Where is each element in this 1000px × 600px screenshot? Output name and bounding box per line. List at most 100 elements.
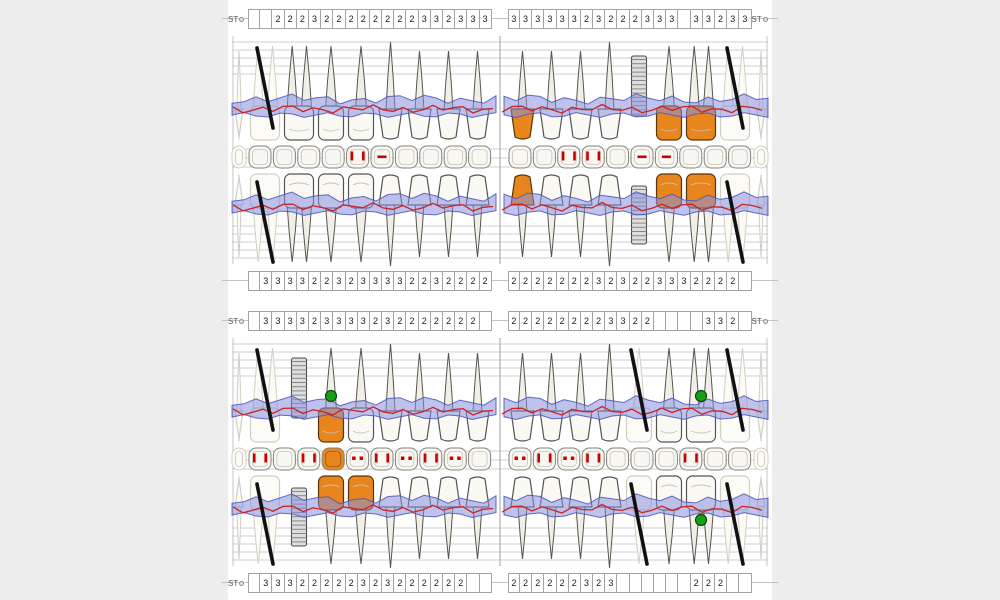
mandibular-teeth-chart[interactable] [228,332,772,572]
tooth-crowned[interactable] [347,475,375,565]
probing-depth-cell[interactable]: 2 [714,573,728,593]
probing-depth-cell[interactable]: 3 [556,9,569,29]
probing-depth-cell[interactable]: 2 [479,271,492,291]
probing-depth-cell[interactable]: 3 [272,573,285,593]
probing-depth-cell[interactable]: 3 [296,311,309,331]
probing-depth-cell[interactable]: 2 [345,573,358,593]
occlusal-surface[interactable] [728,145,752,169]
occlusal-surface[interactable] [606,447,630,471]
probing-depth-cell[interactable]: 3 [593,9,606,29]
probing-depth-cell[interactable]: 2 [507,311,520,331]
probing-depth-cell[interactable] [629,573,642,593]
probing-depth-cell[interactable]: 3 [284,311,297,331]
tooth[interactable] [378,476,403,569]
tooth[interactable] [378,174,403,267]
tooth[interactable] [568,174,593,258]
probing-depth-cell[interactable]: 3 [430,9,443,29]
tooth[interactable] [597,476,622,569]
probing-depth-cell[interactable] [678,573,691,593]
probing-depth-cell[interactable] [479,311,492,331]
probing-depth-cell[interactable]: 2 [369,9,383,29]
probing-depth-cell[interactable] [690,311,703,331]
tooth-crowned[interactable] [685,173,717,263]
probing-depth-cell[interactable]: 2 [467,311,480,331]
tooth-crowned[interactable] [655,173,683,263]
maxillary-teeth-chart[interactable] [228,30,772,270]
tooth[interactable] [283,173,315,263]
tooth[interactable] [378,41,403,140]
tooth-crowned[interactable] [655,45,683,141]
probing-depth-cell[interactable] [739,311,752,331]
probing-depth-cell[interactable]: 3 [260,573,273,593]
probing-depth-cell[interactable]: 2 [629,311,642,331]
occlusal-surface[interactable] [532,447,556,471]
probing-depth-cell[interactable]: 2 [702,573,715,593]
occlusal-surface[interactable] [370,447,394,471]
probing-depth-cell[interactable]: 2 [593,573,606,593]
probing-depth-cell[interactable] [678,9,691,29]
probing-depth-cell[interactable]: 2 [690,271,703,291]
probing-depth-cell[interactable]: 2 [443,573,456,593]
green-indicator-dot[interactable] [694,513,708,527]
probing-depth-cell[interactable] [666,573,679,593]
probing-depth-cell[interactable]: 2 [321,573,334,593]
probing-depth-cell[interactable]: 2 [406,311,419,331]
probing-depth-cell[interactable]: 3 [260,271,273,291]
probing-depth-cell[interactable]: 2 [641,311,654,331]
probing-depth-cell[interactable]: 3 [605,573,618,593]
probing-depth-cell[interactable]: 2 [406,573,419,593]
tooth-crowned[interactable] [685,45,717,141]
probing-depth-cell[interactable]: 2 [430,311,443,331]
tooth[interactable] [568,352,593,442]
probing-depth-cell[interactable]: 3 [605,311,618,331]
probing-depth-cell[interactable]: 2 [443,9,456,29]
probing-depth-cell[interactable]: 2 [345,271,358,291]
occlusal-surface[interactable] [630,145,654,169]
probing-depth-cell[interactable] [248,311,261,331]
probing-depth-cell[interactable]: 3 [532,9,545,29]
probing-depth-cell[interactable]: 3 [382,311,395,331]
occlusal-surface[interactable] [468,447,492,471]
probing-depth-cell[interactable]: 2 [580,311,594,331]
probing-depth-cell[interactable]: 2 [455,271,468,291]
occlusal-surface[interactable] [419,145,443,169]
occlusal-surface[interactable] [297,447,321,471]
occlusal-surface[interactable] [321,145,345,169]
probing-depth-cell[interactable]: 2 [617,9,630,29]
probing-depth-cell[interactable]: 3 [641,9,654,29]
occlusal-surface[interactable] [581,145,605,169]
probing-depth-cell[interactable]: 2 [593,311,606,331]
probing-depth-cell[interactable]: 3 [467,9,480,29]
probing-depth-cell[interactable] [739,573,752,593]
probing-depth-cell[interactable]: 3 [272,311,285,331]
probing-depth-cell[interactable]: 3 [727,9,740,29]
tooth[interactable] [597,343,622,442]
probing-depth-cell[interactable] [248,271,261,291]
tooth[interactable] [465,50,490,140]
occlusal-surface[interactable] [630,447,654,471]
occlusal-surface[interactable] [557,447,581,471]
tooth[interactable] [510,476,535,560]
probing-depth-cell[interactable]: 3 [272,271,285,291]
probing-depth-cell[interactable]: 2 [714,271,728,291]
tooth[interactable] [597,41,622,140]
probing-depth-cell[interactable] [678,311,691,331]
green-indicator-dot[interactable] [694,389,708,403]
tooth[interactable] [407,352,432,442]
tooth[interactable] [655,475,683,565]
probing-depth-cell[interactable]: 3 [690,9,703,29]
probing-depth-cell[interactable]: 2 [605,271,618,291]
occlusal-surface[interactable] [703,145,727,169]
tooth[interactable] [436,174,461,258]
probing-depth-cell[interactable]: 2 [418,573,431,593]
probing-depth-cell[interactable]: 3 [357,311,370,331]
occlusal-surface[interactable] [654,145,678,169]
probing-depth-cell[interactable]: 2 [727,271,740,291]
tooth[interactable] [568,50,593,140]
probing-depth-cell[interactable]: 2 [345,9,358,29]
probing-depth-cell[interactable]: 3 [345,311,358,331]
probing-depth-cell[interactable]: 2 [406,271,419,291]
probing-depth-cell[interactable]: 3 [666,9,679,29]
probing-depth-cell[interactable]: 2 [507,271,520,291]
occlusal-surface[interactable] [581,447,605,471]
